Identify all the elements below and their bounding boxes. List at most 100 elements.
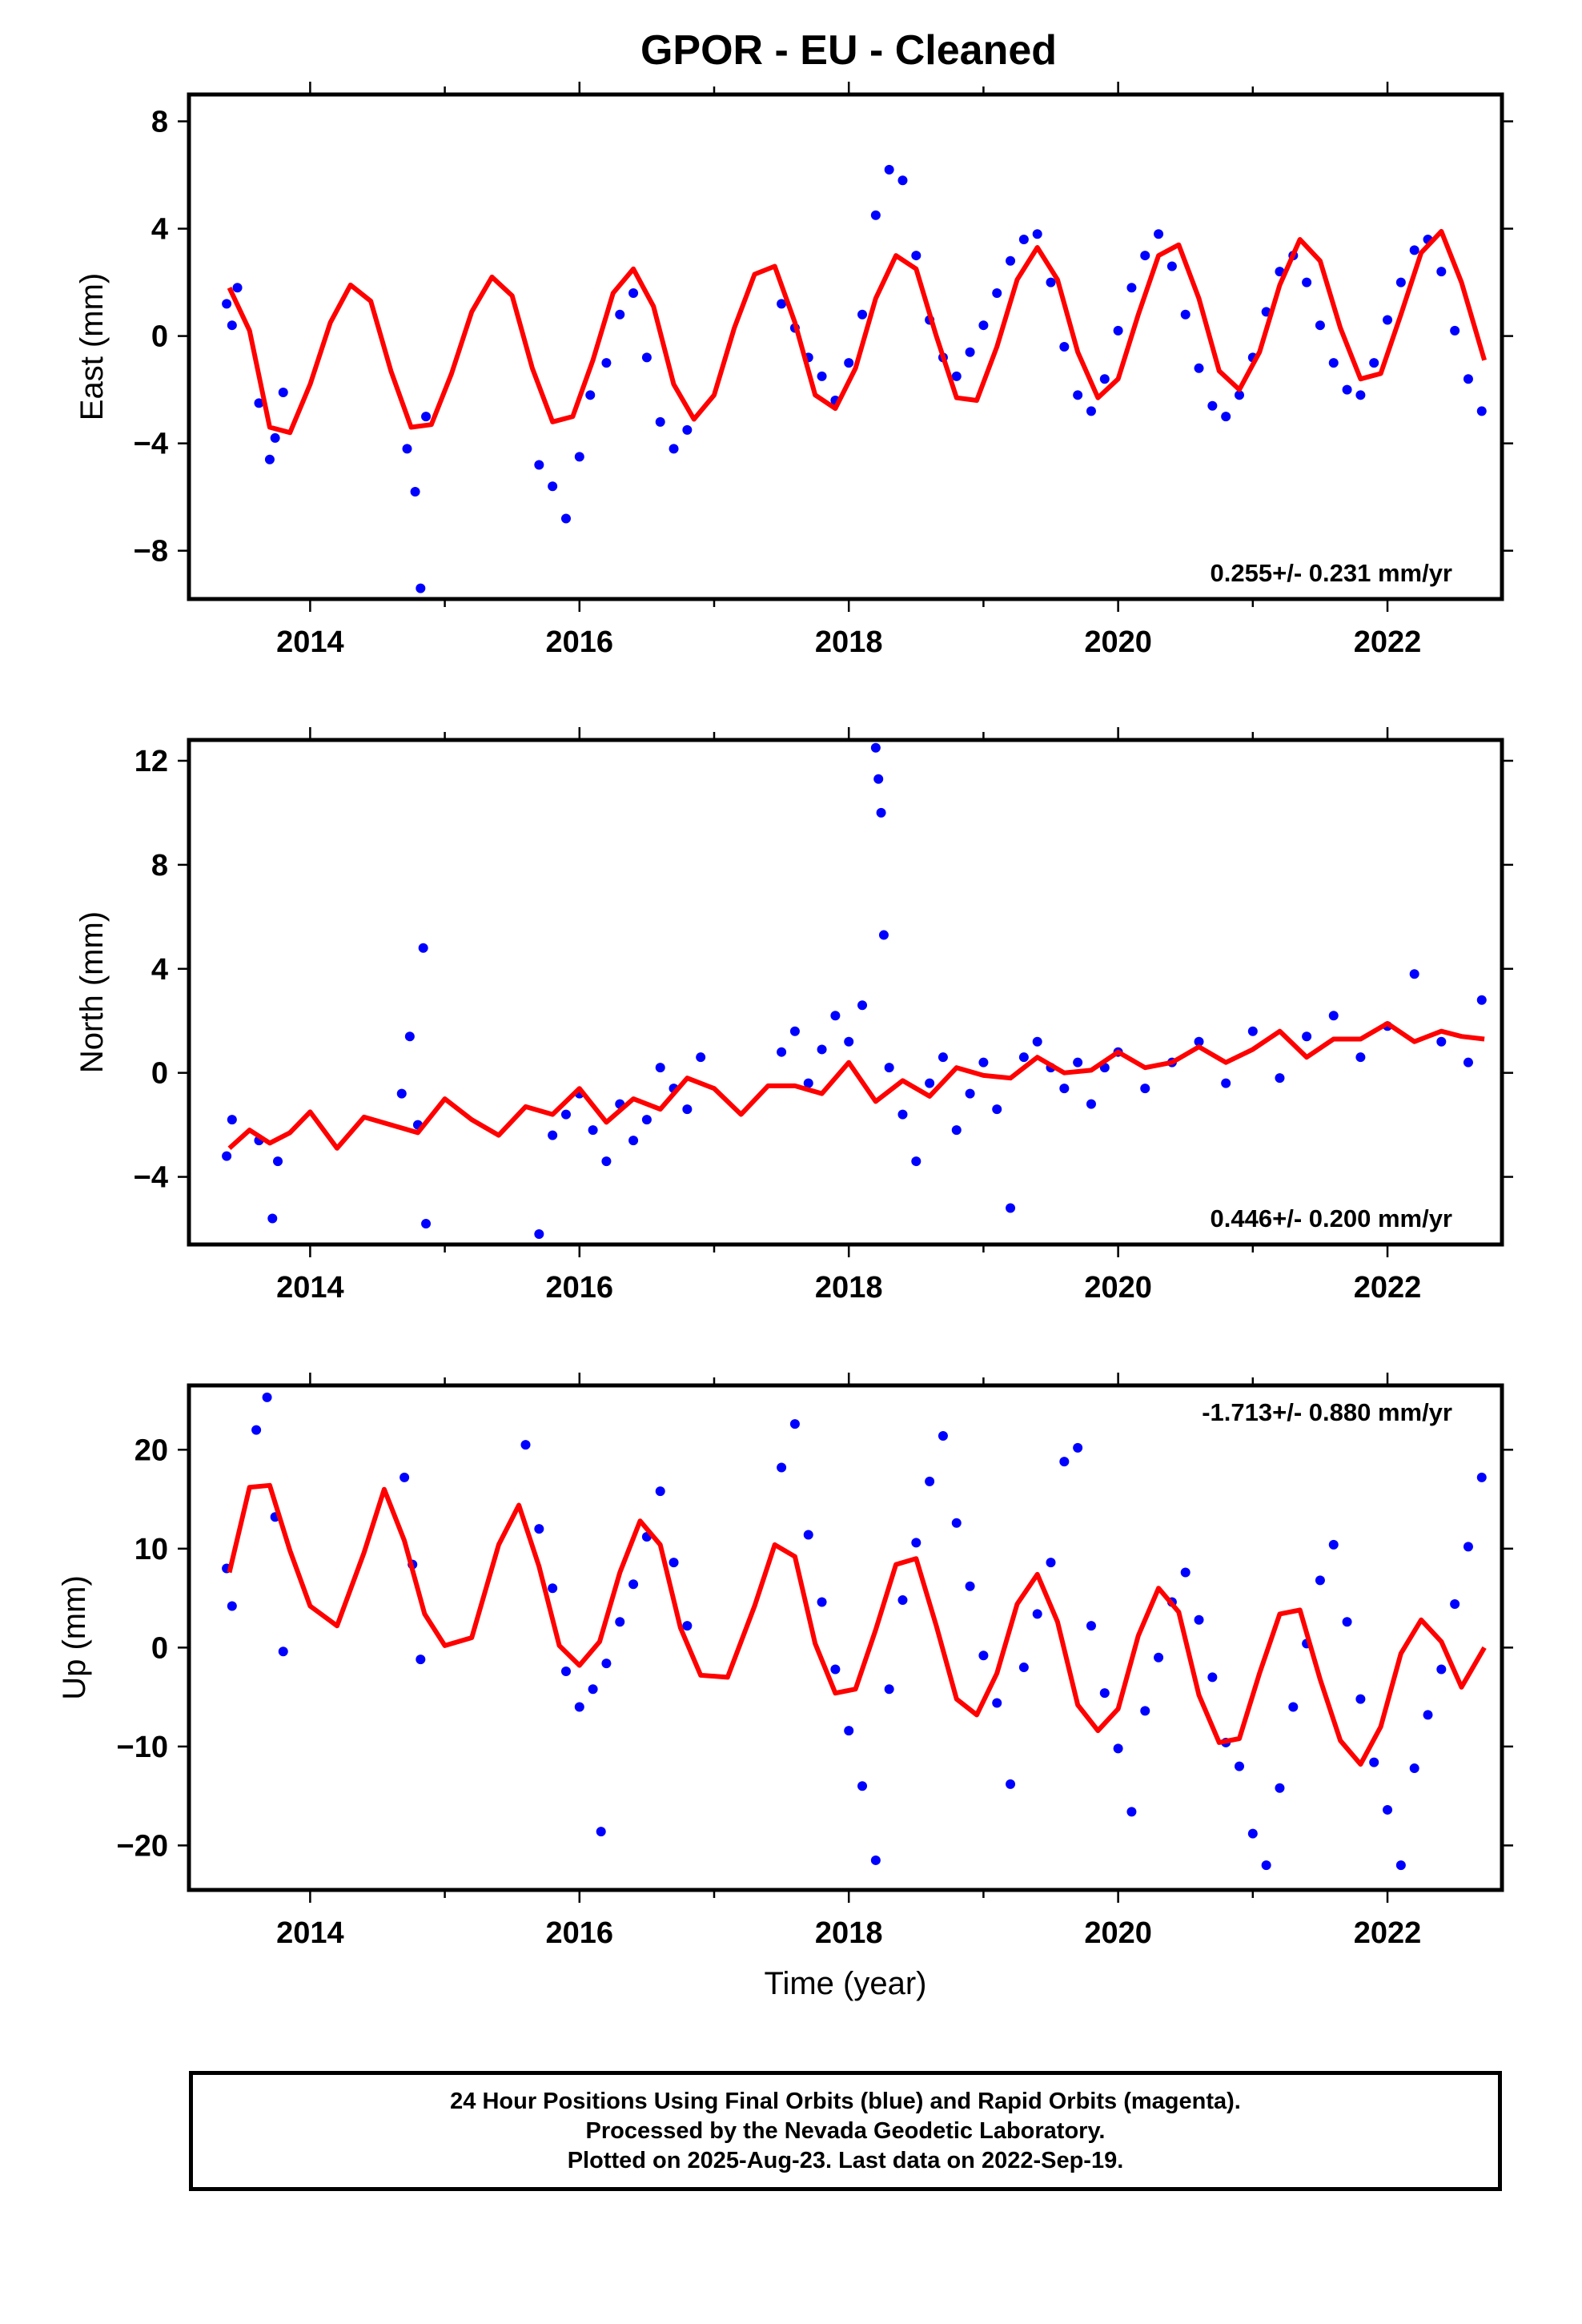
data-point	[1140, 1706, 1150, 1716]
data-point	[1315, 1575, 1325, 1586]
data-point	[1315, 320, 1325, 331]
data-point	[884, 164, 894, 175]
data-point	[421, 1219, 432, 1229]
data-point	[857, 309, 868, 320]
y-tick-label: −10	[117, 1731, 168, 1764]
data-point	[227, 1601, 237, 1611]
data-point	[911, 251, 921, 261]
data-point	[870, 742, 881, 753]
x-tick-label: 2020	[1084, 625, 1152, 659]
x-tick-label: 2014	[276, 1271, 344, 1305]
y-tick-label: −8	[134, 535, 168, 569]
data-point	[548, 481, 558, 492]
data-point	[1355, 1052, 1366, 1063]
data-point	[669, 444, 679, 454]
data-point	[1275, 1073, 1285, 1084]
data-point	[669, 1558, 679, 1568]
caption-box: 24 Hour Positions Using Final Orbits (bl…	[189, 2071, 1502, 2191]
data-point	[1355, 390, 1366, 400]
data-point	[978, 1651, 989, 1661]
data-point	[1140, 1084, 1150, 1094]
x-tick-label: 2018	[815, 1916, 883, 1950]
data-point	[418, 943, 428, 953]
data-point	[817, 371, 827, 381]
data-point	[1395, 277, 1406, 287]
data-point	[588, 1684, 598, 1695]
data-point	[416, 583, 426, 593]
data-point	[227, 320, 237, 331]
plot-frame	[187, 738, 1504, 1247]
data-point	[1086, 1621, 1096, 1631]
y-axis-label: East (mm)	[74, 273, 110, 420]
data-point	[897, 1595, 908, 1606]
y-tick-label: 12	[135, 745, 168, 778]
data-point	[1099, 1688, 1110, 1699]
x-tick-label: 2016	[546, 625, 614, 659]
data-point	[965, 1088, 975, 1099]
data-point	[1261, 1860, 1271, 1871]
model-curve	[227, 1021, 1485, 1151]
data-point	[1059, 342, 1070, 352]
data-point	[601, 1659, 612, 1669]
data-point	[992, 287, 1002, 298]
x-tick-label: 2020	[1084, 1271, 1152, 1305]
plot-frame	[187, 92, 1504, 601]
data-point	[628, 1579, 639, 1590]
data-point	[410, 486, 420, 497]
data-point	[1409, 245, 1419, 255]
data-point	[1409, 969, 1419, 979]
x-tick-label: 2018	[815, 625, 883, 659]
data-point	[628, 287, 639, 298]
y-axis-label: Up (mm)	[57, 1575, 92, 1700]
data-point	[951, 371, 962, 381]
data-point	[857, 1781, 868, 1791]
data-point	[267, 1213, 278, 1224]
y-tick-label: −20	[117, 1829, 168, 1863]
data-point	[1342, 384, 1352, 395]
data-point	[878, 930, 889, 940]
data-point	[1436, 1664, 1447, 1675]
data-point	[1288, 1702, 1299, 1712]
data-point	[262, 1392, 272, 1402]
data-point	[870, 1855, 881, 1865]
data-point	[1154, 229, 1164, 239]
data-point	[978, 1057, 989, 1068]
north-panel: 12 8 4 0 −4 2014 2016 2018 2020 2022 North (mm) 0.4…	[74, 727, 1513, 1305]
data-point	[1235, 390, 1244, 400]
data-point	[596, 1827, 606, 1837]
data-point	[1342, 1617, 1352, 1627]
data-point	[615, 1617, 625, 1627]
data-point	[1476, 995, 1487, 1005]
data-point	[777, 1462, 787, 1473]
data-point	[588, 1125, 598, 1136]
data-point	[951, 1125, 962, 1136]
velocity-rate-label: 0.446+/- 0.200 mm/yr	[1211, 1204, 1452, 1232]
data-point	[925, 1476, 935, 1486]
data-point	[1154, 1652, 1164, 1663]
data-point	[1086, 1099, 1096, 1109]
data-point	[1166, 261, 1177, 271]
plot-frame	[187, 1383, 1504, 1892]
data-point	[1409, 1763, 1419, 1774]
y-tick-label: 0	[151, 320, 168, 354]
x-tick-label: 2014	[276, 1916, 344, 1950]
y-tick-label: 4	[151, 213, 168, 247]
x-tick-label: 2022	[1354, 1916, 1422, 1950]
data-point	[1369, 358, 1379, 368]
figure-title: GPOR - EU - Cleaned	[640, 27, 1057, 74]
data-point	[534, 460, 544, 470]
data-point	[1369, 1757, 1379, 1767]
data-point	[1302, 277, 1312, 287]
data-point	[574, 1702, 584, 1712]
data-point	[1355, 1694, 1366, 1704]
data-point	[938, 1052, 948, 1063]
data-point	[1235, 1761, 1244, 1771]
data-point	[857, 1000, 868, 1011]
data-point	[1073, 1057, 1083, 1068]
data-point	[1395, 1860, 1406, 1871]
plot-area	[222, 164, 1487, 593]
data-point	[1207, 400, 1218, 411]
data-point	[574, 452, 584, 462]
data-point	[789, 1026, 800, 1036]
data-point	[1207, 1672, 1218, 1683]
